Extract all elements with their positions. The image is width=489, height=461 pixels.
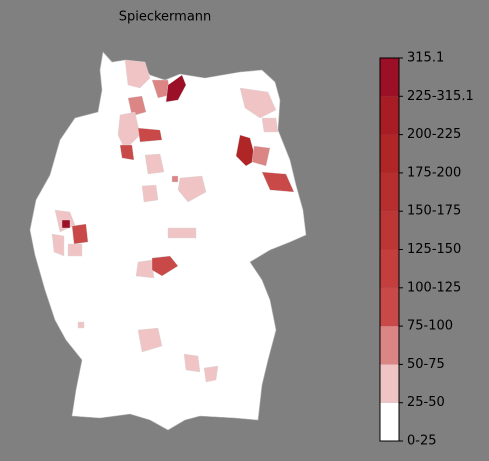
region bbox=[127, 95, 147, 117]
legend-label: 125-150 bbox=[407, 242, 461, 257]
legend-swatch bbox=[380, 249, 399, 288]
region bbox=[151, 255, 179, 277]
region bbox=[165, 74, 187, 103]
legend-swatch bbox=[380, 287, 399, 327]
legend-label: 225-315.1 bbox=[407, 89, 474, 104]
region bbox=[251, 145, 271, 167]
legend-swatch bbox=[380, 134, 399, 173]
region bbox=[141, 184, 159, 203]
legend-label: 25-50 bbox=[407, 395, 445, 410]
legend-label: 200-225 bbox=[407, 127, 461, 142]
region bbox=[77, 321, 85, 329]
colorbar: 0-25 25-50 50-75 75-100 100-125 125-150 150-17… bbox=[379, 51, 474, 449]
map-title: Spieckermann bbox=[119, 10, 212, 25]
region bbox=[183, 353, 201, 373]
legend-swatch bbox=[380, 402, 399, 441]
legend-label: 175-200 bbox=[407, 165, 461, 180]
region bbox=[239, 87, 277, 119]
region bbox=[71, 223, 89, 245]
region bbox=[137, 127, 163, 143]
region bbox=[67, 243, 83, 257]
legend-swatch bbox=[380, 96, 399, 135]
legend-swatch bbox=[380, 326, 399, 365]
region bbox=[135, 259, 155, 279]
region bbox=[177, 175, 207, 203]
region bbox=[117, 111, 141, 151]
legend-swatch bbox=[380, 364, 399, 403]
region bbox=[203, 365, 219, 383]
legend-label: 315.1 bbox=[407, 51, 444, 66]
legend-label: 50-75 bbox=[407, 357, 445, 372]
region bbox=[137, 327, 163, 353]
legend-swatch bbox=[380, 172, 399, 212]
region bbox=[61, 219, 71, 229]
germany-outline bbox=[29, 51, 307, 431]
legend-label: 0-25 bbox=[407, 434, 437, 449]
region bbox=[144, 153, 165, 175]
region bbox=[124, 59, 151, 89]
map bbox=[29, 51, 307, 431]
region bbox=[167, 227, 197, 239]
legend-swatch bbox=[380, 211, 399, 250]
legend-label: 150-175 bbox=[407, 204, 461, 219]
region bbox=[119, 144, 135, 161]
legend-label: 100-125 bbox=[407, 280, 461, 295]
region bbox=[235, 134, 257, 167]
legend-label: 75-100 bbox=[407, 319, 453, 334]
region bbox=[261, 171, 295, 193]
region bbox=[51, 233, 65, 257]
region bbox=[171, 175, 179, 183]
legend-swatch bbox=[380, 58, 399, 97]
region bbox=[261, 117, 279, 133]
